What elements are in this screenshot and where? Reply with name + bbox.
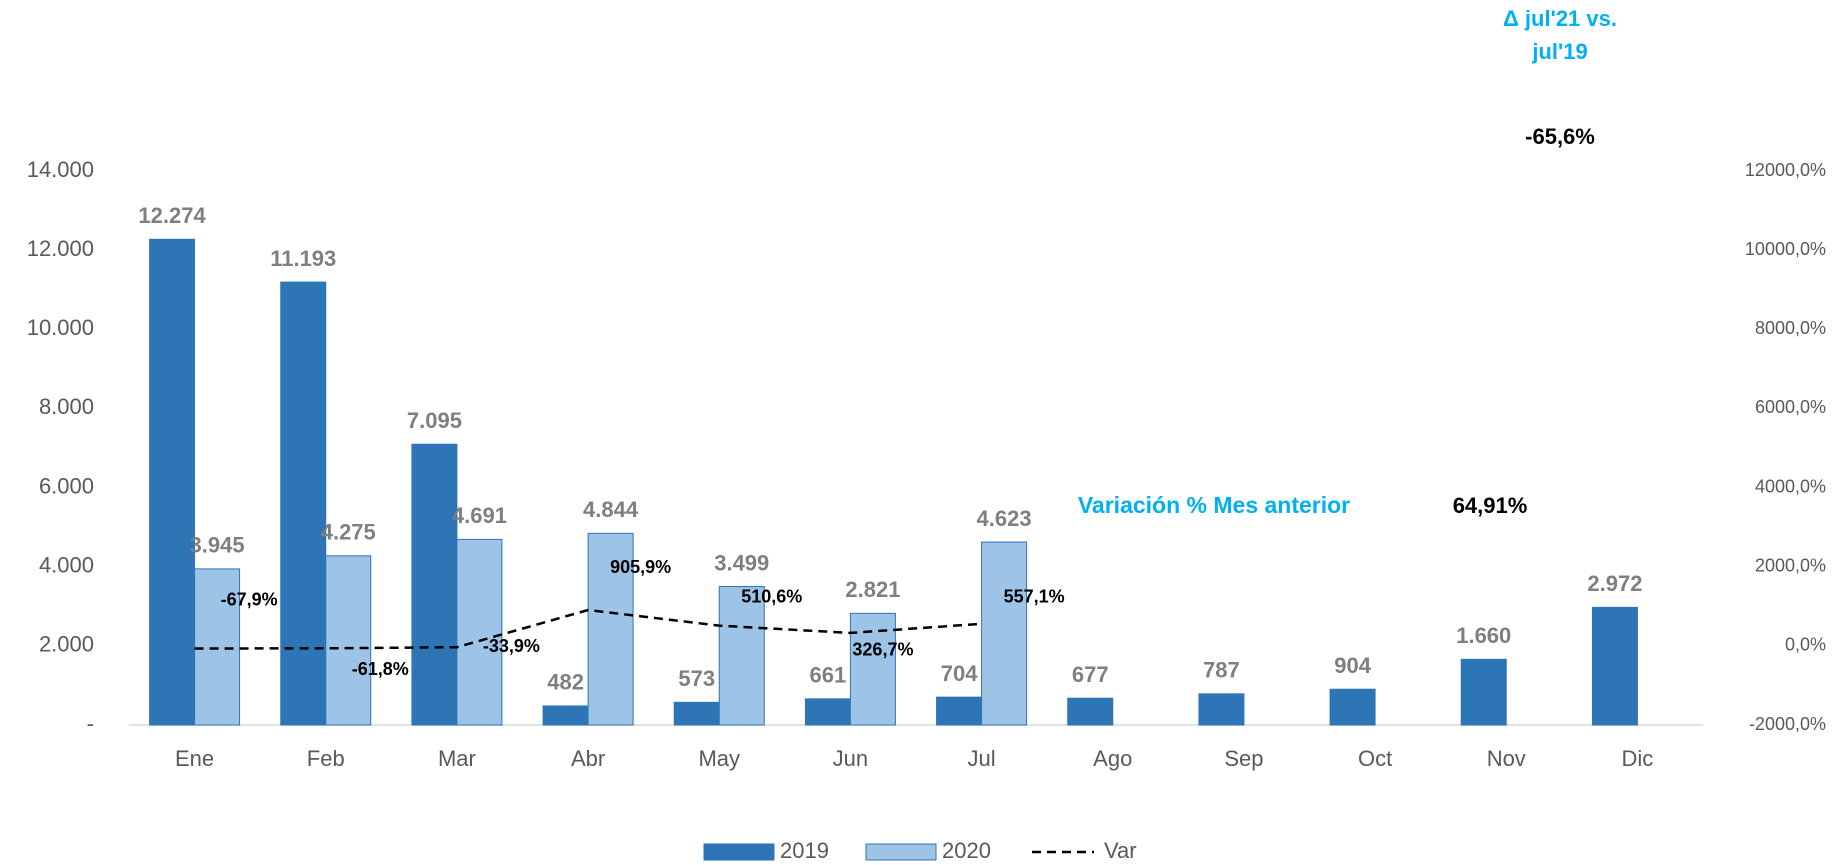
data-label: 482	[547, 670, 584, 695]
legend-swatch	[703, 843, 775, 861]
data-label: 905,9%	[610, 557, 671, 577]
x-tick-label: Ene	[175, 746, 214, 771]
bar	[981, 541, 1028, 726]
bar	[194, 568, 241, 726]
data-label: 677	[1072, 662, 1109, 687]
x-tick-label: Feb	[307, 746, 345, 771]
bar	[673, 701, 720, 726]
data-label: -67,9%	[221, 589, 278, 609]
bar	[849, 612, 896, 726]
line-series	[194, 608, 982, 650]
x-tick-label: Nov	[1487, 746, 1526, 771]
annotation: -65,6%	[1525, 124, 1595, 149]
annotation: jul'19	[1531, 39, 1587, 64]
y-tick-label: 14.000	[27, 157, 94, 182]
annotation: Δ jul'21 vs.	[1503, 6, 1617, 31]
bar	[280, 281, 327, 726]
data-label: 11.193	[270, 246, 336, 271]
data-label: 904	[1334, 653, 1371, 678]
y-tick-label: 2.000	[39, 632, 94, 657]
x-tick-label: May	[698, 746, 740, 771]
bar	[1329, 688, 1376, 726]
data-label: 4.691	[452, 503, 507, 528]
bar	[325, 555, 372, 726]
legend-label: 2020	[942, 838, 991, 863]
data-label: 2.972	[1587, 571, 1642, 596]
legend-swatch	[865, 843, 937, 861]
y-tick-label: -	[87, 711, 94, 736]
x-tick-label: Mar	[438, 746, 476, 771]
bar	[587, 532, 634, 726]
data-label: 704	[941, 661, 978, 686]
bar	[1591, 606, 1638, 726]
data-label: 510,6%	[741, 586, 802, 606]
data-label: 1.660	[1456, 623, 1511, 648]
data-label: 573	[678, 666, 715, 691]
y2-tick-label: -2000,0%	[1749, 714, 1826, 734]
data-label: 4.844	[583, 497, 639, 522]
data-label: 4.623	[977, 506, 1032, 531]
data-label: 3.945	[190, 533, 245, 558]
bar	[149, 238, 196, 726]
bar	[456, 538, 503, 726]
y-tick-label: 6.000	[39, 473, 94, 498]
x-tick-label: Jun	[833, 746, 868, 771]
data-label: 12.274	[138, 203, 206, 228]
y2-tick-label: 0,0%	[1785, 635, 1826, 655]
data-label: -33,9%	[483, 636, 540, 656]
y2-tick-label: 12000,0%	[1745, 160, 1826, 180]
y-tick-label: 12.000	[27, 236, 94, 261]
bar	[804, 698, 851, 726]
bar	[542, 705, 589, 726]
y2-tick-label: 8000,0%	[1755, 318, 1826, 338]
data-label: 2.821	[845, 577, 900, 602]
data-label: 3.499	[714, 550, 769, 575]
x-tick-label: Dic	[1622, 746, 1654, 771]
x-tick-label: Abr	[571, 746, 605, 771]
legend-label: 2019	[780, 838, 829, 863]
y2-tick-label: 6000,0%	[1755, 397, 1826, 417]
bar	[1198, 693, 1245, 726]
x-tick-label: Ago	[1093, 746, 1132, 771]
y2-tick-label: 2000,0%	[1755, 555, 1826, 575]
bar	[718, 586, 765, 726]
annotation: Variación % Mes anterior	[1078, 492, 1350, 518]
bar	[411, 443, 458, 726]
y-tick-label: 4.000	[39, 553, 94, 578]
x-tick-label: Jul	[968, 746, 996, 771]
y-tick-label: 8.000	[39, 394, 94, 419]
y-tick-label: 10.000	[27, 315, 94, 340]
data-label: 557,1%	[1004, 587, 1065, 607]
x-tick-label: Oct	[1358, 746, 1392, 771]
data-label: 326,7%	[852, 640, 913, 660]
y2-tick-label: 4000,0%	[1755, 476, 1826, 496]
annotation: 64,91%	[1453, 493, 1528, 518]
x-tick-label: Sep	[1224, 746, 1263, 771]
data-label: 7.095	[407, 408, 462, 433]
y2-tick-label: 10000,0%	[1745, 239, 1826, 259]
bar	[1460, 658, 1507, 726]
bar	[936, 696, 983, 726]
legend-label: Var	[1104, 838, 1137, 863]
data-label: 4.275	[321, 520, 376, 545]
data-label: 787	[1203, 658, 1240, 683]
data-label: -61,8%	[352, 659, 409, 679]
data-label: 661	[810, 663, 847, 688]
bar	[1067, 697, 1114, 726]
